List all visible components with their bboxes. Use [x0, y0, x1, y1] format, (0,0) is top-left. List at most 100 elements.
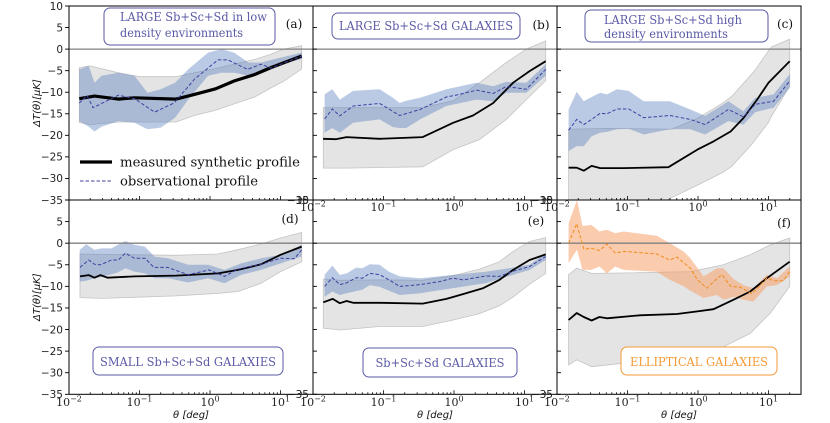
panel-b-observational-band	[324, 64, 546, 133]
x-tick-label-exponent: 1	[285, 395, 290, 404]
x-tick-label-exponent: −2	[558, 200, 570, 209]
panel-c-label-text: LARGE Sb+Sc+Sd high	[604, 13, 742, 27]
panel-b-tag: (b)	[532, 18, 549, 32]
x-tick-label-base: 10	[515, 201, 529, 214]
panel-a: LARGE Sb+Sc+Sd in low density environment…	[65, 5, 314, 201]
x-tick-label-base: 10	[688, 201, 702, 214]
panel-f-tag: (f)	[777, 216, 791, 230]
panel-d-label-box	[92, 346, 284, 376]
panel-a-label-text: LARGE Sb+Sc+Sd in low	[120, 10, 268, 24]
x-tick-label-exponent: 1	[529, 200, 534, 209]
panel-f-synthetic-line	[568, 260, 791, 322]
panel-d-plot-area	[69, 231, 313, 299]
x-tick-label-base: 10	[759, 396, 773, 409]
y-tick-label: −35	[41, 389, 63, 401]
x-tick-label-base: 10	[371, 201, 385, 214]
y-tick-label: −35	[531, 389, 553, 401]
panel-e-observational-band	[324, 253, 546, 297]
panel-a-observational-band	[79, 49, 302, 132]
x-tick-label: 100	[200, 395, 219, 410]
x-tick-label-exponent: −2	[314, 395, 326, 404]
panel-a-synthetic-band	[78, 45, 303, 126]
x-tick-label: 101	[759, 200, 778, 215]
panel-f-observational-line	[568, 222, 791, 295]
y-tick-label: −15	[41, 303, 63, 315]
panel-b-plot-area	[313, 40, 557, 169]
y-tick-label: −35	[287, 389, 309, 401]
panel-e: Sb+Sc+Sd GALAXIES (e)	[312, 199, 558, 395]
x-tick-label-exponent: −1	[629, 200, 641, 209]
y-tick-label: −30	[41, 368, 63, 380]
y-tick-label: 10	[296, 195, 309, 207]
panel-f-synthetic-band	[568, 237, 791, 368]
panel-b-synthetic-line	[323, 60, 547, 141]
x-tick-label-exponent: −2	[314, 200, 326, 209]
x-tick-label-exponent: −2	[558, 395, 570, 404]
x-tick-label: 101	[515, 200, 534, 215]
y-tick-label: −35	[531, 195, 553, 207]
panel-b: LARGE Sb+Sc+Sd GALAXIES (b)	[312, 5, 558, 201]
x-tick-label-base: 10	[544, 201, 558, 214]
x-tick-label-base: 10	[515, 396, 529, 409]
x-tick-label: 10−1	[127, 395, 153, 410]
panel-f: ELLIPTICAL GALAXIES (f)	[556, 199, 802, 395]
x-tick-label-base: 10	[615, 396, 629, 409]
panel-d-observational-band	[79, 241, 302, 284]
y-axis-label: ΔT(θ)[μK]	[32, 273, 43, 322]
x-tick-label: 10−1	[371, 200, 397, 215]
x-tick-label-base: 10	[759, 201, 773, 214]
y-tick-label: −20	[41, 130, 63, 142]
panel-e-label-text: Sb+Sc+Sd GALAXIES	[376, 356, 505, 370]
x-tick-label-exponent: −2	[70, 395, 82, 404]
panel-a-observational-line	[78, 55, 302, 113]
panel-c-label-text: density environments	[604, 27, 728, 41]
x-tick-label-base: 10	[300, 201, 314, 214]
y-tick-label: −10	[41, 87, 63, 99]
panel-c-observational-line	[568, 80, 791, 131]
panel-d-synthetic-band	[79, 231, 303, 299]
panel-f-plot-area	[557, 200, 801, 368]
panel-c-label-box	[584, 9, 769, 43]
panel-c-synthetic-band	[568, 38, 791, 200]
x-axis-label: θ [deg]	[173, 410, 209, 421]
x-tick-label-base: 10	[127, 396, 141, 409]
panel-d-observational-line	[79, 249, 303, 277]
panel-a-tag: (a)	[286, 17, 303, 31]
panel-b-label-text: LARGE Sb+Sc+Sd GALAXIES	[339, 19, 513, 33]
axis-labels: 105500−5−5−10−10−15−15−20−20−25−25−30−30…	[32, 1, 778, 421]
y-tick-label: −35	[41, 195, 63, 207]
panel-b-label-box	[331, 12, 521, 40]
y-tick-label: 0	[56, 238, 63, 250]
legend-observational-label: observational profile	[120, 175, 258, 190]
x-tick-label: 10−2	[56, 395, 82, 410]
legend: measured synthetic profile observational …	[80, 156, 300, 190]
x-tick-label-base: 10	[300, 396, 314, 409]
x-tick-label-exponent: 0	[702, 200, 707, 209]
panel-c-observational-band	[568, 74, 790, 152]
x-tick-label: 10−2	[300, 200, 326, 215]
y-tick-label: 10	[50, 1, 63, 13]
x-tick-label-exponent: 1	[773, 200, 778, 209]
x-tick-label: 10−1	[371, 395, 397, 410]
panel-b-observational-line	[324, 69, 547, 120]
y-tick-label: −35	[287, 195, 309, 207]
x-tick-label-base: 10	[688, 396, 702, 409]
y-tick-label: −15	[41, 109, 63, 121]
x-tick-label-base: 10	[56, 396, 70, 409]
panel-a-label-box	[103, 7, 276, 46]
x-tick-label: 100	[688, 395, 707, 410]
x-tick-label-exponent: 0	[214, 395, 219, 404]
panel-a-synthetic-line	[79, 54, 303, 101]
panel-d-label-text: SMALL Sb+Sc+Sd GALAXIES	[100, 355, 276, 369]
x-tick-label: 100	[688, 200, 707, 215]
panel-b-synthetic-band	[322, 40, 547, 169]
x-tick-label-exponent: 0	[458, 395, 463, 404]
panel-f-frame	[556, 199, 802, 395]
panel-e-label-box	[362, 347, 518, 378]
panel-a-label-text: density environments	[120, 26, 243, 40]
x-tick-label: 10−1	[615, 200, 641, 215]
x-tick-label: 101	[271, 395, 290, 410]
y-tick-label: 5	[56, 22, 63, 34]
x-tick-label-exponent: 1	[529, 395, 534, 404]
y-tick-label: −10	[41, 281, 63, 293]
